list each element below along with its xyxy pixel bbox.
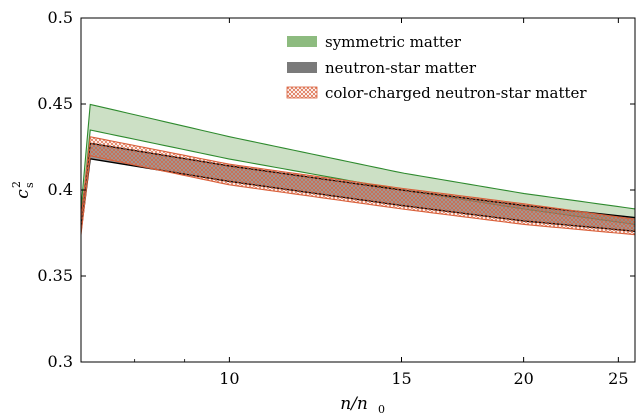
y-tick-label: 0.35 bbox=[37, 266, 73, 285]
legend-label-symmetric: symmetric matter bbox=[325, 33, 462, 51]
x-tick-label: 10 bbox=[219, 369, 239, 388]
legend-label-neutron-star: neutron-star matter bbox=[325, 59, 477, 77]
x-tick-label: 20 bbox=[513, 369, 533, 388]
x-tick-label: 15 bbox=[391, 369, 411, 388]
band-edge-symmetric-upper bbox=[81, 103, 635, 210]
y-tick-label: 0.45 bbox=[37, 94, 73, 113]
y-axis-title-base: c bbox=[13, 189, 33, 199]
band-fill-color-charged bbox=[81, 136, 635, 235]
legend: symmetric matter neutron-star matter col… bbox=[286, 33, 587, 102]
x-axis-title-sub: 0 bbox=[378, 403, 385, 416]
band-edge-color-charged-upper bbox=[81, 136, 635, 220]
x-axis-title: n/n 0 bbox=[340, 394, 385, 416]
y-tick-label: 0.5 bbox=[48, 8, 73, 27]
legend-swatch-color-charged bbox=[286, 86, 318, 99]
y-axis-title: c 2 s bbox=[10, 181, 36, 199]
legend-label-color-charged: color-charged neutron-star matter bbox=[325, 84, 587, 102]
x-tick-label: 25 bbox=[608, 369, 628, 388]
x-axis-title-base: n/n bbox=[340, 394, 368, 414]
y-axis-title-sup: 2 bbox=[10, 181, 23, 188]
legend-swatch-symmetric bbox=[287, 36, 317, 47]
band-edge-color-charged-lower bbox=[81, 155, 635, 236]
bands-layer bbox=[81, 103, 635, 236]
ticks-layer: 0.3 0.35 0.4 0.45 0.5 10 15 20 25 bbox=[37, 8, 635, 388]
svg-text:c: c bbox=[13, 189, 33, 199]
y-axis-title-sub: s bbox=[23, 182, 36, 188]
y-tick-label: 0.4 bbox=[48, 180, 73, 199]
y-tick-label: 0.3 bbox=[48, 352, 73, 371]
legend-swatch-neutron-star bbox=[287, 62, 317, 73]
